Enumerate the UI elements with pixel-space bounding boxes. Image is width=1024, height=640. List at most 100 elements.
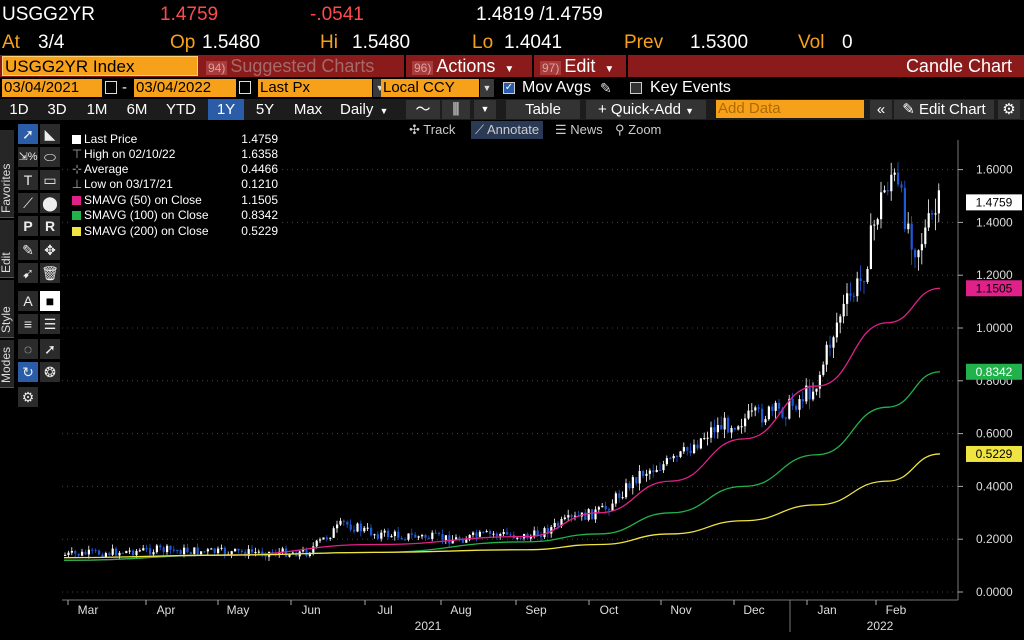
legend-row-smavg-200: SMAVG (200) on Close 0.5229 bbox=[70, 224, 282, 239]
tab-favorites[interactable]: Favorites bbox=[0, 130, 14, 218]
security-input[interactable]: USGG2YR Index bbox=[2, 56, 198, 76]
calendar-icon[interactable] bbox=[105, 81, 117, 94]
end-date-field[interactable]: 03/04/2022 bbox=[134, 79, 236, 97]
candle-body bbox=[601, 505, 604, 508]
color-swatch-icon[interactable]: ■ bbox=[40, 291, 60, 311]
gear-icon[interactable]: ⚙ bbox=[998, 100, 1020, 119]
zoom-tool[interactable]: ⚲ Zoom bbox=[615, 121, 661, 139]
rectangle-icon[interactable]: ▭ bbox=[40, 170, 60, 190]
candle-body bbox=[203, 551, 206, 553]
text-icon[interactable]: T bbox=[18, 170, 38, 190]
legend-value: 0.5229 bbox=[241, 224, 278, 238]
cursor-icon[interactable]: ➚ bbox=[40, 339, 60, 359]
range-5y-button[interactable]: 5Y bbox=[255, 101, 275, 118]
pencil-icon[interactable]: ✎ bbox=[18, 240, 38, 260]
candle-body bbox=[638, 470, 641, 484]
candle-body bbox=[448, 535, 451, 544]
refresh-icon[interactable]: ↻ bbox=[18, 362, 38, 382]
palette-icon[interactable]: ❂ bbox=[40, 362, 60, 382]
low-label: Lo bbox=[472, 32, 494, 53]
annotate-tool[interactable]: ⟋ Annotate bbox=[471, 121, 544, 139]
candle-body bbox=[414, 534, 417, 538]
mov-avgs-checkbox[interactable]: ✓ bbox=[503, 82, 515, 94]
start-date-field[interactable]: 03/04/2021 bbox=[2, 79, 102, 97]
lasso-icon[interactable]: ◌ bbox=[18, 339, 38, 359]
range-ytd-button[interactable]: YTD bbox=[166, 101, 196, 118]
candle-chart-icon[interactable]: ⫼ bbox=[442, 100, 470, 119]
calendar-icon[interactable] bbox=[239, 81, 251, 94]
collapse-icon[interactable]: « bbox=[870, 100, 892, 119]
range-3d-button[interactable]: 3D bbox=[47, 101, 67, 118]
range-max-button[interactable]: Max bbox=[293, 101, 323, 118]
gear-icon[interactable]: ⚙ bbox=[18, 387, 38, 407]
candle-body bbox=[444, 535, 447, 540]
quick-add-button[interactable]: + Quick-Add ▼ bbox=[586, 100, 706, 119]
candle-body bbox=[818, 374, 821, 389]
candle-body bbox=[859, 278, 862, 282]
news-tool[interactable]: ☰ News bbox=[555, 121, 603, 139]
currency-select[interactable]: Local CCY bbox=[381, 79, 479, 97]
cursor-plus-icon[interactable]: ➹ bbox=[18, 263, 38, 283]
candle-body bbox=[363, 527, 366, 532]
p-tool-icon[interactable]: P bbox=[18, 216, 38, 236]
candle-body bbox=[329, 537, 332, 539]
actions-menu[interactable]: 96) Actions ▼ bbox=[406, 55, 520, 77]
ma-tag-200-bg bbox=[966, 445, 1022, 462]
candle-body bbox=[788, 398, 791, 419]
edit-menu[interactable]: 97) Edit ▼ bbox=[534, 55, 620, 77]
pencil-icon[interactable]: ✎ bbox=[600, 80, 612, 96]
table-button[interactable]: Table bbox=[506, 100, 580, 119]
legend-row-average: ⊹ Average 0.4466 bbox=[70, 162, 282, 177]
suggested-charts-menu[interactable]: 94) Suggested Charts bbox=[200, 55, 380, 77]
tab-edit[interactable]: Edit bbox=[0, 220, 14, 278]
edit-chart-button[interactable]: ✎ Edit Chart bbox=[894, 100, 994, 119]
percent-icon[interactable]: ⇲% bbox=[18, 147, 38, 167]
line-style-icon[interactable]: ☰ bbox=[40, 314, 60, 334]
move-icon[interactable]: ✥ bbox=[40, 240, 60, 260]
net-change: -.0541 bbox=[310, 4, 364, 25]
period-select[interactable]: Daily ▼ bbox=[334, 99, 394, 120]
candle-body bbox=[720, 425, 723, 430]
candle-body bbox=[346, 521, 349, 525]
candle-body bbox=[438, 532, 441, 535]
chevron-down-icon[interactable]: ▼ bbox=[474, 100, 496, 119]
legend-label: SMAVG (50) on Close bbox=[84, 193, 202, 207]
key-events-checkbox[interactable] bbox=[630, 82, 642, 94]
candle-body bbox=[839, 316, 842, 323]
line-icon[interactable]: ⟋ bbox=[18, 193, 38, 213]
add-data-input[interactable]: Add Data bbox=[716, 100, 864, 118]
candle-body bbox=[64, 554, 67, 556]
price-field-select[interactable]: Last Px bbox=[258, 79, 372, 97]
range-1d-button[interactable]: 1D bbox=[9, 101, 29, 118]
candle-body bbox=[193, 547, 196, 554]
track-tool[interactable]: ✣ Track bbox=[409, 121, 455, 139]
range-1y-button[interactable]: 1Y bbox=[208, 99, 244, 120]
ellipse-icon[interactable]: ⬭ bbox=[40, 147, 60, 167]
tab-modes[interactable]: Modes bbox=[0, 340, 14, 388]
candle-body bbox=[502, 532, 505, 534]
triangle-icon[interactable]: ◣ bbox=[40, 124, 60, 144]
pointer-icon[interactable]: ➚ bbox=[18, 124, 38, 144]
line-chart-icon[interactable]: 〜 bbox=[406, 100, 440, 119]
at-value: 3/4 bbox=[38, 32, 65, 53]
font-icon[interactable]: A bbox=[18, 291, 38, 311]
vol-label: Vol bbox=[798, 32, 825, 53]
range-1m-button[interactable]: 1M bbox=[86, 101, 108, 118]
range-6m-button[interactable]: 6M bbox=[126, 101, 148, 118]
candle-body bbox=[805, 385, 808, 402]
trash-icon[interactable]: 🗑 bbox=[40, 263, 60, 283]
candle-body bbox=[642, 470, 645, 476]
candle-body bbox=[645, 473, 648, 476]
line-weight-icon[interactable]: ≡ bbox=[18, 314, 38, 334]
candle-body bbox=[247, 549, 250, 556]
chevron-down-icon[interactable]: ▼ bbox=[480, 79, 494, 97]
candle-body bbox=[931, 213, 934, 215]
r-tool-icon[interactable]: R bbox=[40, 216, 60, 236]
candle-body bbox=[723, 417, 726, 430]
open-label: Op bbox=[170, 32, 196, 53]
candle-body bbox=[910, 223, 913, 250]
tab-style[interactable]: Style bbox=[0, 280, 14, 338]
x-tick-label: Jun bbox=[301, 603, 320, 617]
marker-icon[interactable]: ⬤ bbox=[40, 193, 60, 213]
